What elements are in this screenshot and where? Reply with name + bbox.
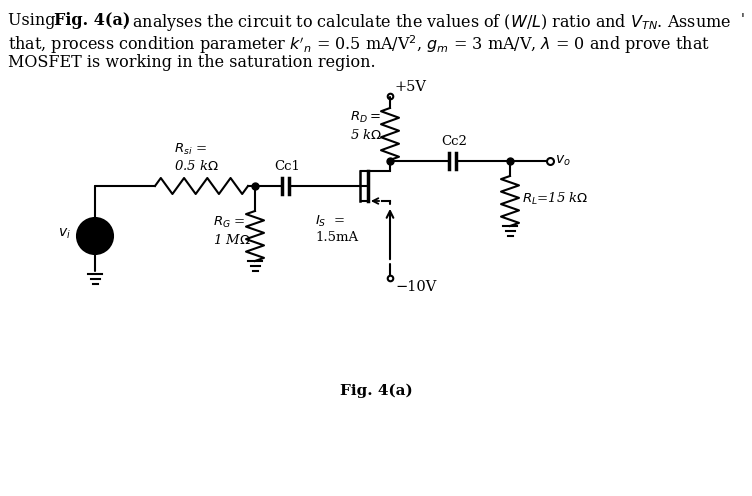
Text: , analyses the circuit to calculate the values of ($W$/$L$) ratio and $V_{TN}$. : , analyses the circuit to calculate the … [122, 12, 731, 33]
Text: Using: Using [8, 12, 61, 29]
Text: that, process condition parameter $k'_n$ = 0.5 mA/V$^2$, $g_m$ = 3 mA/V, $\lambd: that, process condition parameter $k'_n$… [8, 33, 710, 56]
Text: $I_S$  =
1.5mA: $I_S$ = 1.5mA [315, 214, 358, 244]
Text: ': ' [741, 12, 745, 26]
Text: +: + [89, 223, 101, 237]
Text: $R_{si}$ =
0.5 k$\Omega$: $R_{si}$ = 0.5 k$\Omega$ [174, 142, 218, 173]
Text: Cc1: Cc1 [274, 160, 300, 173]
Text: Fig. 4(a): Fig. 4(a) [54, 12, 130, 29]
Text: $R_G$ =
1 M$\Omega$: $R_G$ = 1 M$\Omega$ [213, 215, 251, 247]
Text: MOSFET is working in the saturation region.: MOSFET is working in the saturation regi… [8, 54, 376, 71]
Text: $v_o$: $v_o$ [555, 154, 571, 168]
Text: $v_i$: $v_i$ [58, 227, 71, 241]
Text: −: − [89, 235, 101, 249]
Text: −10V: −10V [395, 280, 436, 294]
Text: Cc2: Cc2 [441, 135, 467, 148]
Text: +5V: +5V [395, 80, 427, 94]
Circle shape [77, 218, 113, 254]
Text: $R_D$$=$
5 k$\Omega$: $R_D$$=$ 5 k$\Omega$ [350, 110, 382, 142]
Text: Fig. 4(a): Fig. 4(a) [340, 384, 412, 398]
Text: $R_L$=15 k$\Omega$: $R_L$=15 k$\Omega$ [522, 191, 589, 207]
